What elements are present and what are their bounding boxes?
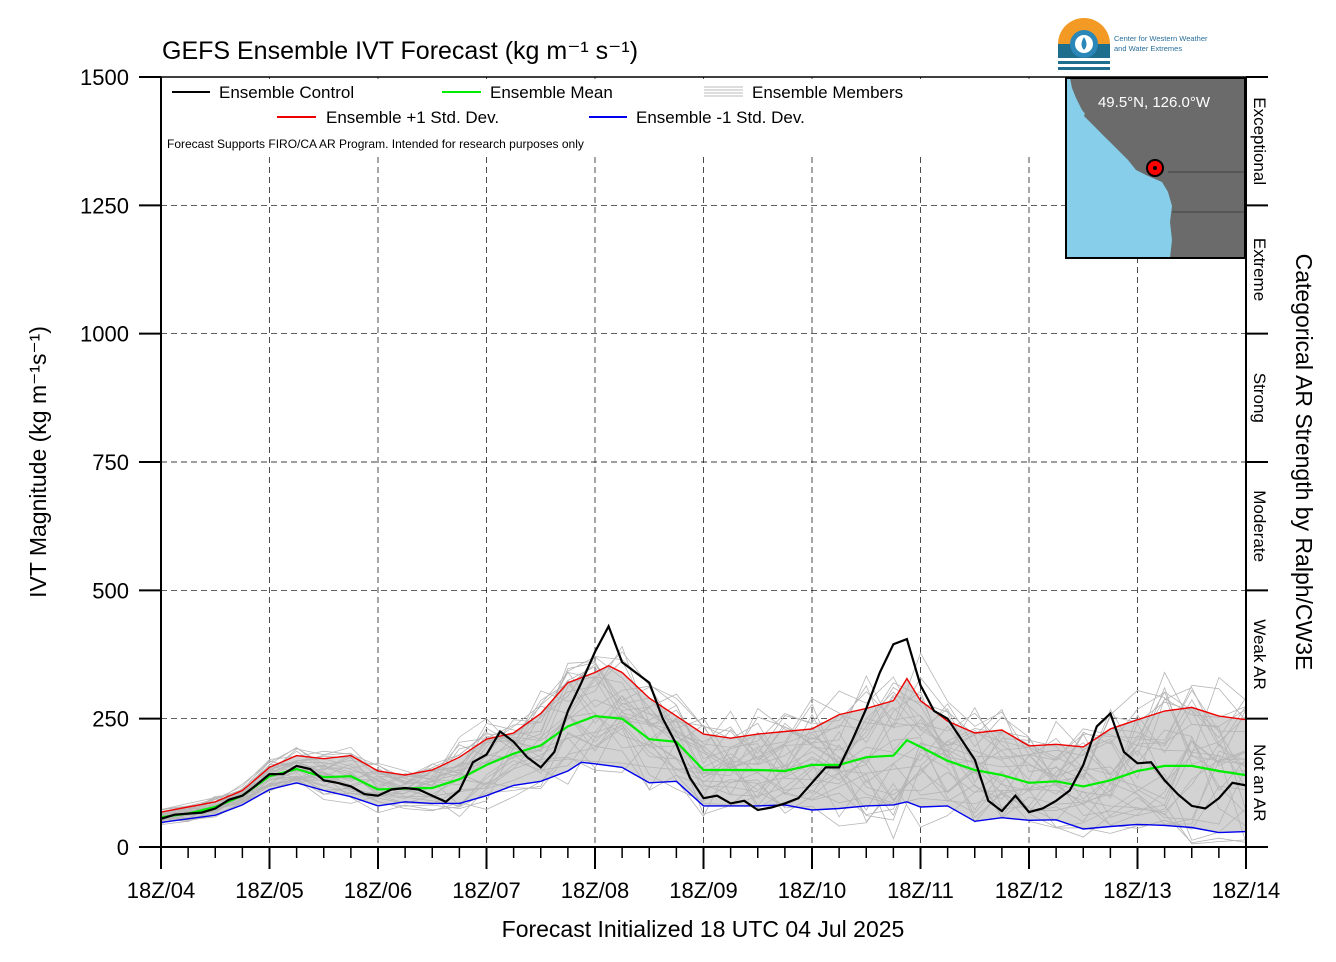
inset-borders (1168, 171, 1245, 213)
y-tick-label: 1500 (80, 65, 129, 90)
y-tick-label: 1250 (80, 193, 129, 218)
logo-text-line1: Center for Western Weather (1114, 34, 1208, 43)
x-tick-label: 18Z/04 (127, 878, 196, 903)
x-tick-label: 18Z/11 (887, 878, 954, 903)
inset-island (1084, 110, 1150, 166)
ensemble-member-line (161, 660, 1246, 818)
ensemble-member-line (161, 678, 1246, 822)
x-tick-label: 18Z/07 (452, 878, 521, 903)
category-label: Exceptional (1250, 97, 1269, 185)
series-line-ensemble-plusminus-1-std-dev (161, 665, 1246, 813)
y-tick-label: 0 (117, 835, 129, 860)
x-tick-label: 18Z/12 (995, 878, 1064, 903)
chart-title: GEFS Ensemble IVT Forecast (kg m⁻¹ s⁻¹) (162, 37, 638, 65)
ensemble-member-line (161, 671, 1246, 811)
x-tick-label: 18Z/08 (561, 878, 630, 903)
ensemble-member-line (161, 710, 1246, 843)
cw3e-logo: Center for Western Weather and Water Ext… (1058, 18, 1208, 70)
series-line-ensemble-control (161, 623, 1246, 820)
ensemble-member-line (161, 666, 1246, 810)
x-tick-label: 18Z/13 (1103, 878, 1172, 903)
ensemble-member-line (161, 724, 1246, 841)
ensemble-member-line (161, 680, 1246, 814)
legend-label-mean: Ensemble Mean (490, 83, 613, 102)
legend-swatch-members (704, 86, 743, 97)
ensemble-member-line (161, 661, 1246, 817)
series-line-ensemble-minus-1-std-dev (161, 761, 1246, 834)
ensemble-member-line (161, 662, 1246, 812)
ensemble-member-line (161, 731, 1246, 845)
ensemble-member-line (161, 679, 1246, 814)
y-tick-label: 1000 (80, 322, 129, 347)
category-label: Strong (1250, 373, 1269, 423)
category-label: Moderate (1250, 490, 1269, 562)
inset-map: 49.5°N, 126.0°W (1065, 77, 1246, 259)
y-tick-label: 500 (92, 578, 129, 603)
right-axis-title: Categorical AR Strength by Ralph/CW3E (1291, 254, 1317, 671)
x-tick-label: 18Z/14 (1212, 878, 1281, 903)
x-tick-label: 18Z/06 (344, 878, 413, 903)
series-lines (161, 623, 1246, 834)
category-label: Not an AR (1250, 744, 1269, 822)
legend-label-minus-std: Ensemble -1 Std. Dev. (636, 108, 805, 127)
series-line-ensemble-mean (161, 714, 1246, 819)
x-tick-label: 18Z/09 (669, 878, 738, 903)
legend-label-control: Ensemble Control (219, 83, 354, 102)
legend-label-plus-std: Ensemble +1 Std. Dev. (326, 108, 499, 127)
x-tick-label: 18Z/10 (778, 878, 847, 903)
legend-label-members: Ensemble Members (752, 83, 903, 102)
inset-location-label: 49.5°N, 126.0°W (1098, 94, 1211, 111)
category-label: Weak AR (1250, 619, 1269, 690)
legend: Ensemble Control Ensemble Mean Ensemble … (167, 83, 903, 151)
ensemble-members (161, 645, 1246, 845)
x-tick-label: 18Z/05 (235, 878, 304, 903)
ensemble-member-line (161, 715, 1246, 838)
y-tick-label: 250 (92, 707, 129, 732)
logo-text-line2: and Water Extremes (1114, 44, 1182, 53)
x-axis-title: Forecast Initialized 18 UTC 04 Jul 2025 (502, 916, 905, 942)
research-note: Forecast Supports FIRO/CA AR Program. In… (167, 137, 584, 151)
ensemble-member-line (161, 645, 1246, 811)
ensemble-member-line (161, 651, 1246, 815)
category-label: Extreme (1250, 238, 1269, 301)
axes: 0 250 500 750 1000 1250 1500 18Z/04 18Z/05 18Z/06… (80, 65, 1280, 903)
ensemble-member-line (161, 695, 1246, 821)
y-tick-label: 750 (92, 450, 129, 475)
y-axis-title: IVT Magnitude (kg m⁻¹s⁻¹) (25, 326, 51, 598)
